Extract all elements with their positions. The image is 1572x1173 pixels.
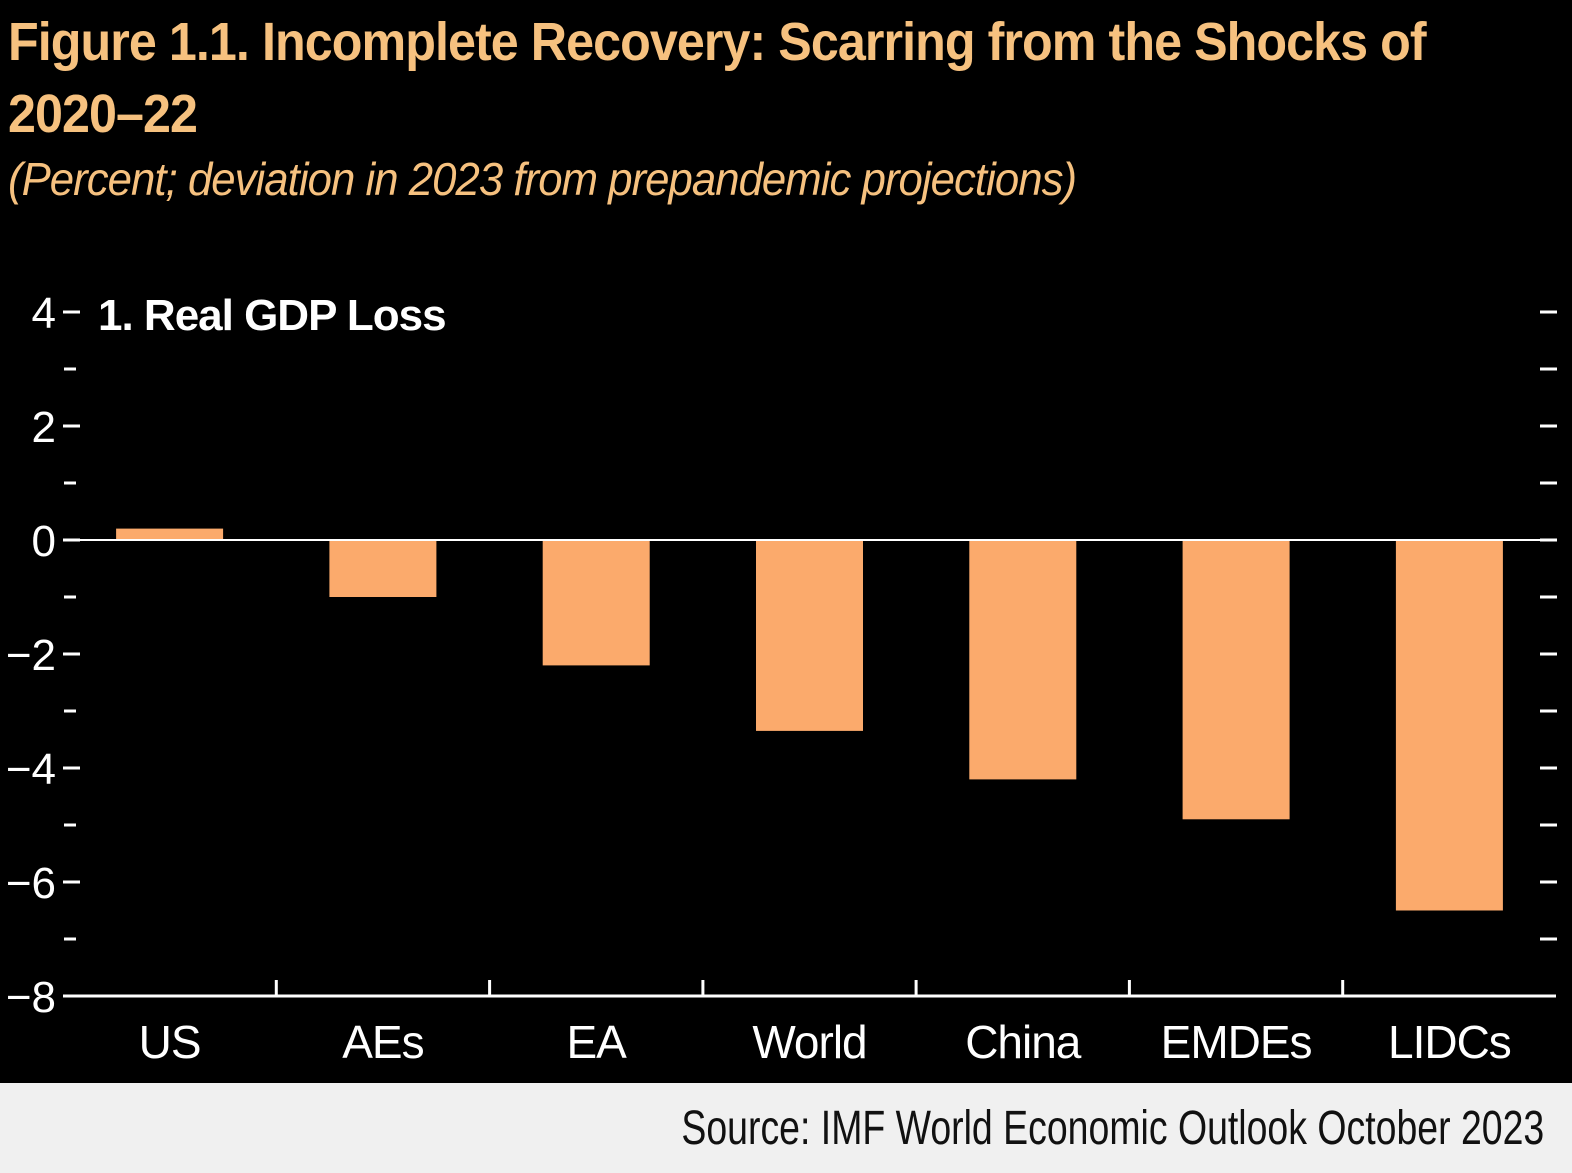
bar-emdes [1182, 540, 1290, 820]
y-tick-label: −4 [6, 745, 56, 794]
x-tick-label: AEs [342, 1016, 423, 1068]
x-tick-label: World [752, 1016, 866, 1068]
y-tick-label: 0 [32, 517, 56, 566]
x-tick-label: China [965, 1016, 1082, 1068]
x-tick-label: LIDCs [1388, 1016, 1511, 1068]
source-footer: Source: IMF World Economic Outlook Octob… [0, 1083, 1572, 1173]
figure-subtitle: (Percent; deviation in 2023 from prepand… [8, 153, 1077, 205]
source-note: Source: IMF World Economic Outlook Octob… [681, 1102, 1544, 1155]
panel-title: 1. Real GDP Loss [98, 291, 446, 340]
bar-world [756, 540, 863, 731]
bar-aes [329, 540, 437, 597]
y-tick-label: −2 [6, 631, 56, 680]
bar-china [969, 540, 1077, 780]
axes-group: US AEs EA World China EMDEs LIDCs 4 2 0 −2 −4 −6 −8 [6, 289, 1557, 1068]
bars-group [116, 528, 1503, 911]
x-tick-label: EA [567, 1016, 628, 1068]
y-tick-label: 4 [32, 289, 56, 338]
y-tick-label: 2 [32, 403, 56, 452]
x-tick-label: US [139, 1016, 201, 1068]
bar-lidcs [1395, 540, 1503, 911]
x-tick-label: EMDEs [1161, 1016, 1312, 1068]
bar-ea [542, 540, 650, 666]
y-tick-label: −6 [6, 859, 56, 908]
bar-us [116, 528, 224, 540]
y-tick-label: −8 [6, 973, 56, 1022]
bar-chart: US AEs EA World China EMDEs LIDCs 4 2 0 −2 −4 −6 −8 1… [6, 289, 1557, 1068]
figure-title: Figure 1.1. Incomplete Recovery: Scarrin… [8, 12, 1427, 144]
